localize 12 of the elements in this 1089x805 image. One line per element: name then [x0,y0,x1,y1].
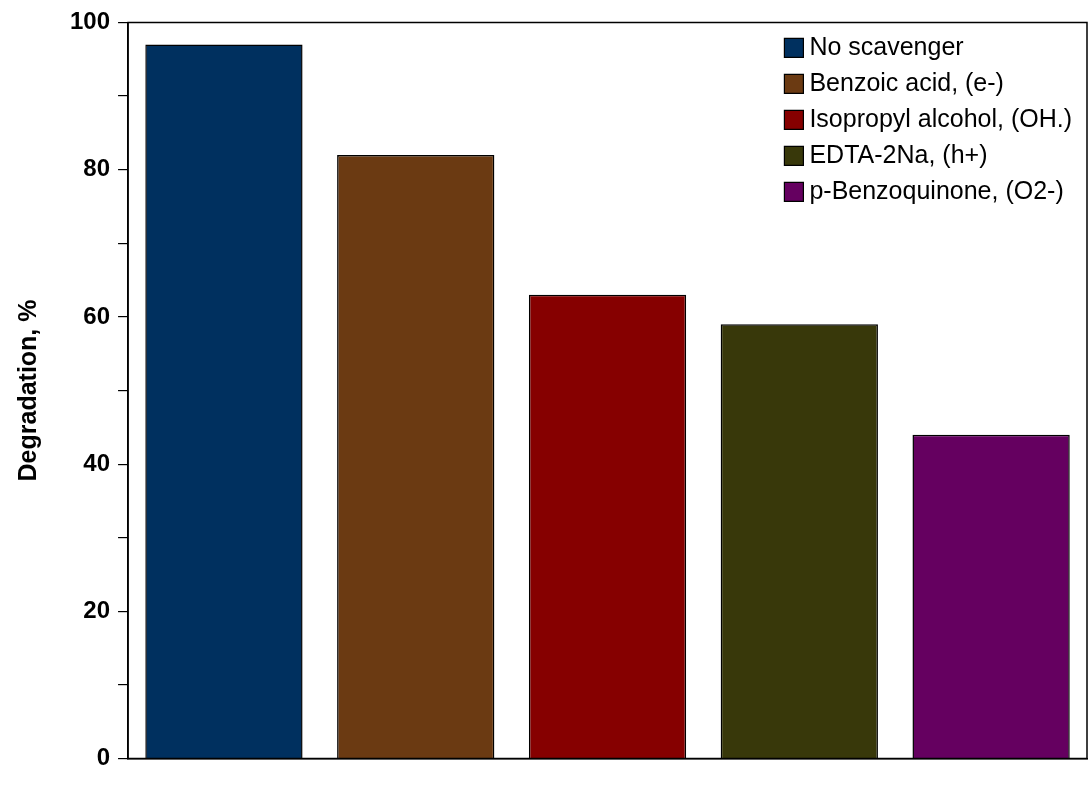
legend-label: No scavenger [809,32,964,61]
y-axis-title: Degradation, % [12,299,41,482]
y-tick-label: 60 [83,301,111,329]
y-tick-label: 20 [83,595,111,623]
y-tick-label: 80 [83,154,111,182]
y-tick-label: 0 [96,743,111,771]
y-tick-label: 100 [70,7,111,35]
legend-label: p-Benzoquinone, (O2-) [809,176,1064,205]
legend-label: Isopropyl alcohol, (OH.) [809,104,1073,133]
legend-label: EDTA-2Na, (h+) [809,140,988,169]
legend-label: Benzoic acid, (e-) [809,68,1004,97]
y-tick-label: 40 [83,448,111,476]
